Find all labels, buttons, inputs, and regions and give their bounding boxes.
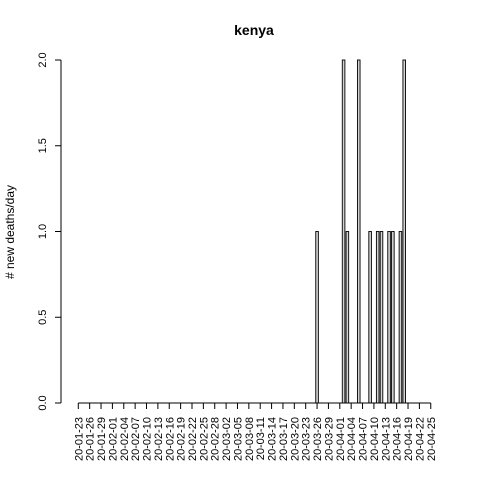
x-tick-label: 20-02-01 [107,417,119,461]
bar [375,231,380,404]
y-tick-label: 0.5 [37,310,49,325]
x-tick-label: 20-03-23 [301,417,313,461]
y-tick-label: 1.5 [37,138,49,153]
y-axis: 0.0 0.5 1.0 1.5 2.0 [37,52,62,411]
bar [368,231,372,404]
bar [402,59,406,404]
x-tick-label: 20-03-08 [244,417,256,461]
bars-group [315,59,406,404]
x-tick-label: 20-02-04 [119,417,131,461]
x-tick-label: 20-04-07 [358,417,370,461]
bar [379,231,384,404]
x-tick-label: 20-03-26 [312,417,324,461]
x-tick-label: 20-03-29 [323,417,335,461]
x-tick-label: 20-02-28 [210,417,222,461]
x-tick-label: 20-03-20 [289,417,301,461]
x-tick-label: 20-02-10 [142,417,154,461]
x-tick-label: 20-04-01 [335,417,347,461]
bar [315,231,319,404]
x-tick-label: 20-04-13 [380,417,392,461]
x-tick-label: 20-02-13 [153,417,165,461]
chart-title: kenya [234,22,274,38]
bar [398,231,403,404]
x-tick-label: 20-01-29 [96,417,108,461]
y-tick-label: 2.0 [37,52,49,67]
x-tick-label: 20-04-25 [426,417,438,461]
x-tick-label: 20-02-07 [130,417,142,461]
bar [387,231,391,404]
x-tick-label: 20-04-10 [369,417,381,461]
x-tick-label: 20-04-04 [346,417,358,461]
x-tick-label: 20-03-11 [255,417,267,460]
x-tick-label: 20-03-17 [278,417,290,461]
x-tick-label: 20-02-25 [198,417,210,461]
x-tick-label: 20-02-16 [164,417,176,461]
x-tick-label: 20-01-26 [85,417,97,461]
x-axis: 20-01-23 20-01-26 20-01-29 20-02-01 20-02-04… [73,402,438,461]
x-tick-label: 20-04-22 [414,417,426,461]
bar [341,59,346,404]
x-tick-label: 20-01-23 [73,417,85,461]
x-tick-label: 20-04-16 [392,417,404,461]
x-tick-label: 20-03-02 [221,417,233,461]
bar [391,231,395,404]
x-tick-label: 20-02-22 [187,417,199,461]
y-tick-label: 1.0 [37,224,49,239]
bar [357,59,361,404]
y-axis-label: # new deaths/day [3,185,17,279]
x-tick-label: 20-03-14 [267,417,279,461]
x-tick-label: 20-03-05 [232,417,244,461]
bar [345,231,350,404]
x-tick-label: 20-04-19 [403,417,415,461]
y-tick-label: 0.0 [37,395,49,410]
x-tick-label: 20-02-19 [176,417,188,461]
